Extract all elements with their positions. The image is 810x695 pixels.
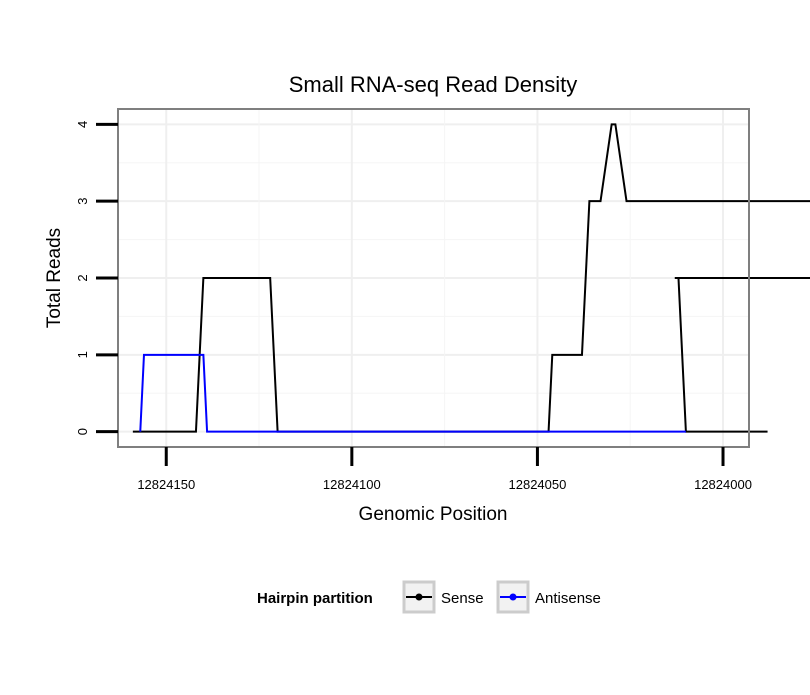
y-tick-label: 0 bbox=[75, 428, 90, 435]
x-tick-label: 12824050 bbox=[509, 477, 567, 492]
legend-items: Sense Antisense bbox=[402, 580, 601, 614]
legend-title: Hairpin partition bbox=[257, 590, 373, 607]
series-line-antisense bbox=[139, 353, 686, 433]
y-axis-label: Total Reads bbox=[44, 228, 65, 328]
legend: Hairpin partition Sense Antisense bbox=[257, 580, 601, 614]
legend-label-sense: Sense bbox=[441, 590, 484, 607]
y-tick-label: 4 bbox=[75, 121, 90, 128]
legend-key-point-sense bbox=[415, 593, 423, 601]
x-axis-label: Genomic Position bbox=[359, 504, 508, 525]
y-axis: 0 1 2 3 4 bbox=[75, 121, 118, 435]
y-tick-label: 2 bbox=[75, 274, 90, 281]
legend-label-antisense: Antisense bbox=[535, 590, 601, 607]
x-tick-label: 12824000 bbox=[694, 477, 752, 492]
series-layer bbox=[132, 123, 810, 433]
y-tick-label: 1 bbox=[75, 351, 90, 358]
x-tick-label: 12824100 bbox=[323, 477, 381, 492]
chart-title: Small RNA-seq Read Density bbox=[289, 72, 578, 97]
x-tick-label: 12824150 bbox=[137, 477, 195, 492]
y-tick-label: 3 bbox=[75, 198, 90, 205]
legend-key-point-antisense bbox=[509, 593, 517, 601]
x-axis: 12824150 12824100 12824050 12824000 bbox=[137, 447, 752, 492]
series-line-sense bbox=[132, 123, 810, 433]
